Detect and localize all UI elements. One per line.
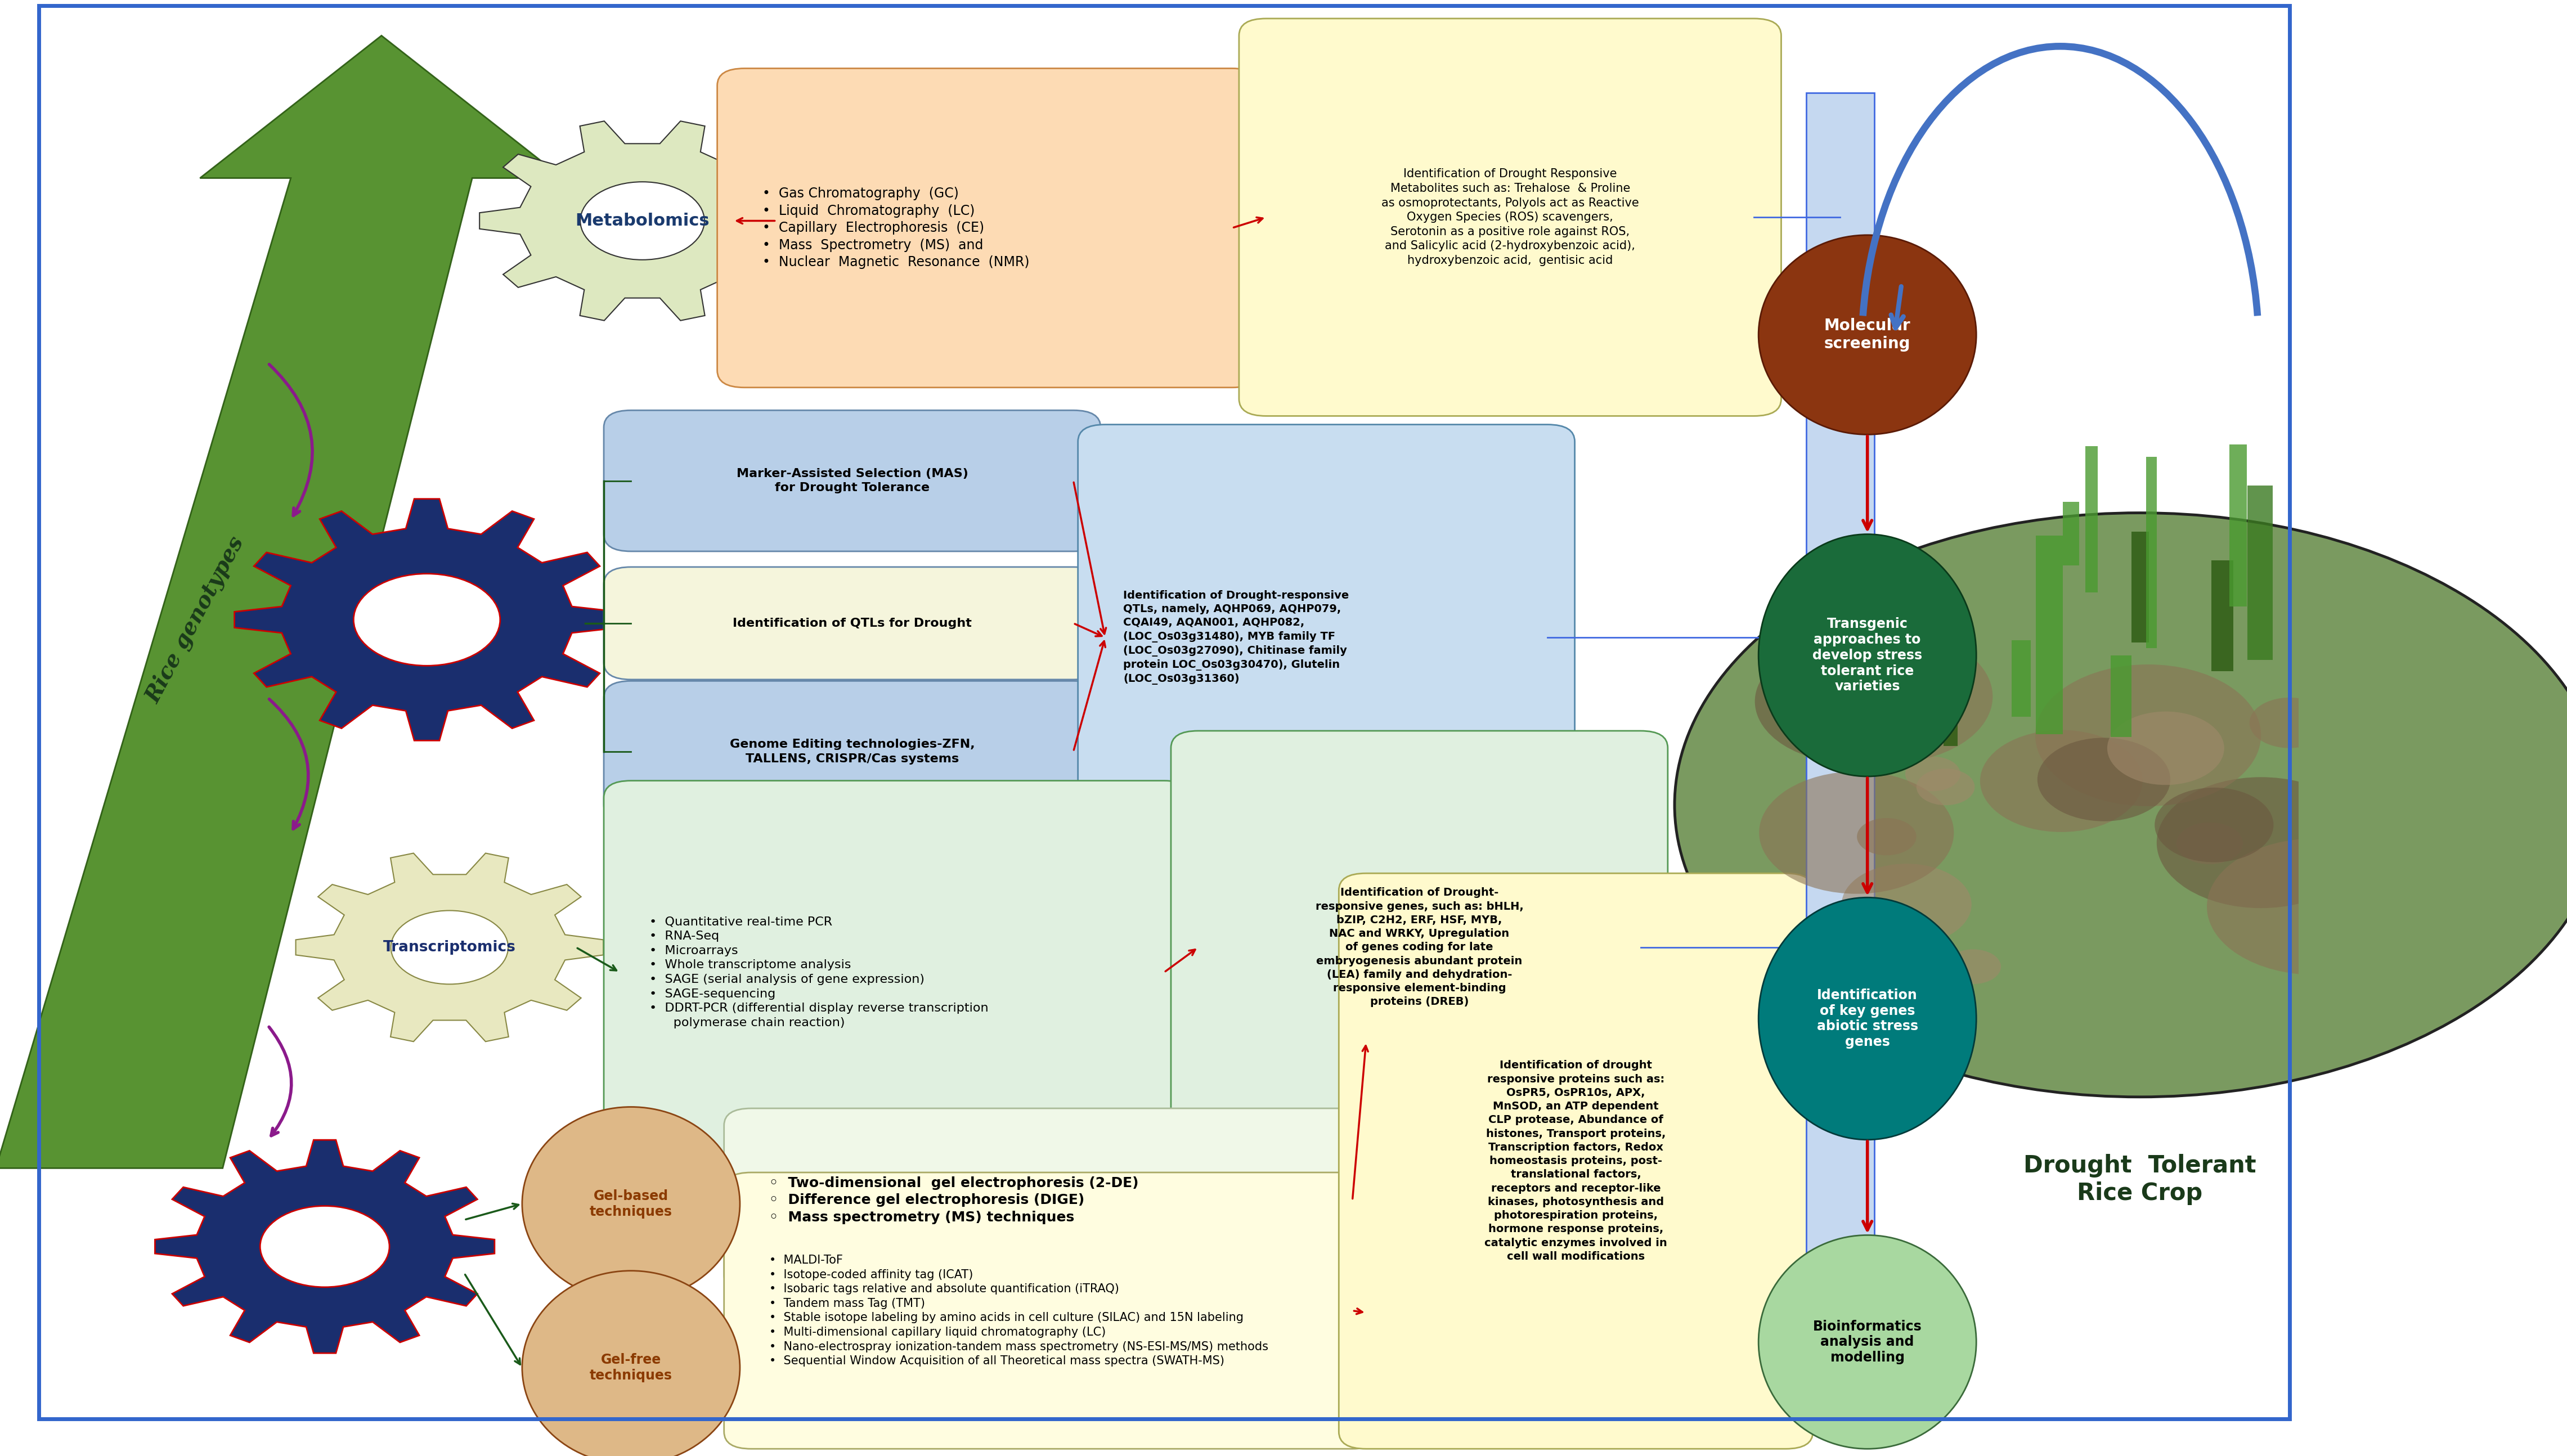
Bar [2339, 505, 2349, 590]
Circle shape [2215, 909, 2321, 974]
Bar [2097, 540, 2115, 633]
Circle shape [2082, 636, 2210, 716]
Circle shape [2318, 649, 2444, 728]
FancyBboxPatch shape [1240, 19, 1781, 416]
Ellipse shape [1758, 897, 1977, 1140]
FancyBboxPatch shape [724, 1108, 1378, 1291]
FancyBboxPatch shape [603, 566, 1101, 680]
Text: Drought  Tolerant
Rice Crop: Drought Tolerant Rice Crop [2023, 1155, 2256, 1206]
Circle shape [2238, 811, 2359, 887]
Bar [1943, 443, 1964, 606]
FancyBboxPatch shape [1078, 425, 1574, 850]
Circle shape [2382, 891, 2546, 993]
Text: •  Quantitative real-time PCR
•  RNA-Seq
•  Microarrays
•  Whole transcriptome a: • Quantitative real-time PCR • RNA-Seq •… [649, 916, 988, 1028]
Text: •  MALDI-ToF
•  Isotope-coded affinity tag (ICAT)
•  Isobaric tags relative and : • MALDI-ToF • Isotope-coded affinity tag… [770, 1255, 1268, 1367]
Text: Metabolomics: Metabolomics [575, 213, 708, 229]
FancyBboxPatch shape [1807, 93, 1874, 1389]
Circle shape [1846, 1021, 1946, 1083]
Text: Identification
of key genes
abiotic stress
genes: Identification of key genes abiotic stre… [1817, 989, 1918, 1048]
Bar [2244, 444, 2264, 616]
Text: Identification of Drought-responsive
QTLs, namely, AQHP069, AQHP079,
CQAI49, AQA: Identification of Drought-responsive QTL… [1124, 590, 1350, 684]
Circle shape [2318, 891, 2416, 952]
Text: Marker-Assisted Selection (MAS)
for Drought Tolerance: Marker-Assisted Selection (MAS) for Drou… [737, 467, 968, 494]
Text: Proteomics: Proteomics [270, 1239, 380, 1255]
Bar [2033, 504, 2051, 658]
Text: Identification of drought
responsive proteins such as:
OsPR5, OsPR10s, APX,
MnSO: Identification of drought responsive pro… [1484, 1060, 1666, 1262]
Circle shape [2321, 780, 2385, 820]
FancyBboxPatch shape [603, 411, 1101, 552]
Polygon shape [234, 499, 619, 741]
Circle shape [1884, 665, 2100, 802]
Bar [2254, 360, 2267, 545]
Circle shape [2400, 926, 2567, 1032]
Ellipse shape [1758, 234, 1977, 434]
Ellipse shape [521, 1107, 739, 1300]
Ellipse shape [521, 1271, 739, 1456]
Circle shape [1674, 513, 2567, 1096]
Text: •  Gas Chromatography  (GC)
•  Liquid  Chromatography  (LC)
•  Capillary  Electr: • Gas Chromatography (GC) • Liquid Chrom… [762, 186, 1029, 269]
Circle shape [354, 574, 501, 665]
FancyBboxPatch shape [603, 780, 1191, 1163]
FancyBboxPatch shape [603, 681, 1101, 823]
Circle shape [1892, 933, 1974, 984]
Bar [2333, 597, 2344, 673]
Circle shape [1874, 665, 2007, 750]
Text: ◦  Two-dimensional  gel electrophoresis (2-DE)
◦  Difference gel electrophoresis: ◦ Two-dimensional gel electrophoresis (2… [770, 1176, 1140, 1224]
Polygon shape [0, 35, 562, 1168]
FancyBboxPatch shape [1340, 874, 1812, 1449]
Text: Molecular
screening: Molecular screening [1825, 317, 1910, 352]
Text: Identification of QTLs for Drought: Identification of QTLs for Drought [732, 617, 973, 629]
Bar [1941, 431, 1959, 579]
Bar [1971, 660, 1987, 722]
Text: Gel-free
techniques: Gel-free techniques [590, 1353, 673, 1382]
Text: Identification of Drought Responsive
Metabolites such as: Trehalose  & Proline
a: Identification of Drought Responsive Met… [1381, 169, 1638, 266]
Polygon shape [295, 853, 603, 1041]
Text: Gel-based
techniques: Gel-based techniques [590, 1190, 673, 1219]
Circle shape [1758, 852, 1941, 965]
Text: Transcriptomics: Transcriptomics [382, 941, 516, 955]
Polygon shape [154, 1140, 495, 1353]
FancyBboxPatch shape [716, 68, 1260, 387]
Circle shape [2277, 929, 2498, 1067]
Text: Identification of Drought-
responsive genes, such as: bHLH,
bZIP, C2H2, ERF, HSF: Identification of Drought- responsive ge… [1314, 888, 1522, 1008]
Ellipse shape [1758, 534, 1977, 776]
Text: Genome Editing technologies-ZFN,
TALLENS, CRISPR/Cas systems: Genome Editing technologies-ZFN, TALLENS… [729, 738, 975, 764]
Text: Genomics: Genomics [375, 610, 477, 629]
FancyBboxPatch shape [1171, 731, 1669, 1163]
Text: Rice genotypes: Rice genotypes [141, 533, 249, 706]
Bar [2202, 628, 2226, 744]
FancyBboxPatch shape [724, 1172, 1378, 1449]
Ellipse shape [1758, 1235, 1977, 1449]
Text: Bioinformatics
analysis and
modelling: Bioinformatics analysis and modelling [1812, 1319, 1923, 1364]
Circle shape [1843, 858, 1897, 890]
Circle shape [2351, 996, 2544, 1117]
Bar [2113, 392, 2133, 569]
Circle shape [259, 1206, 390, 1287]
Bar [2249, 520, 2262, 711]
Polygon shape [480, 121, 806, 320]
Circle shape [2113, 846, 2328, 981]
Circle shape [2167, 680, 2382, 815]
Circle shape [580, 182, 703, 259]
Circle shape [390, 910, 508, 984]
Text: Transgenic
approaches to
develop stress
tolerant rice
varieties: Transgenic approaches to develop stress … [1812, 617, 1923, 693]
